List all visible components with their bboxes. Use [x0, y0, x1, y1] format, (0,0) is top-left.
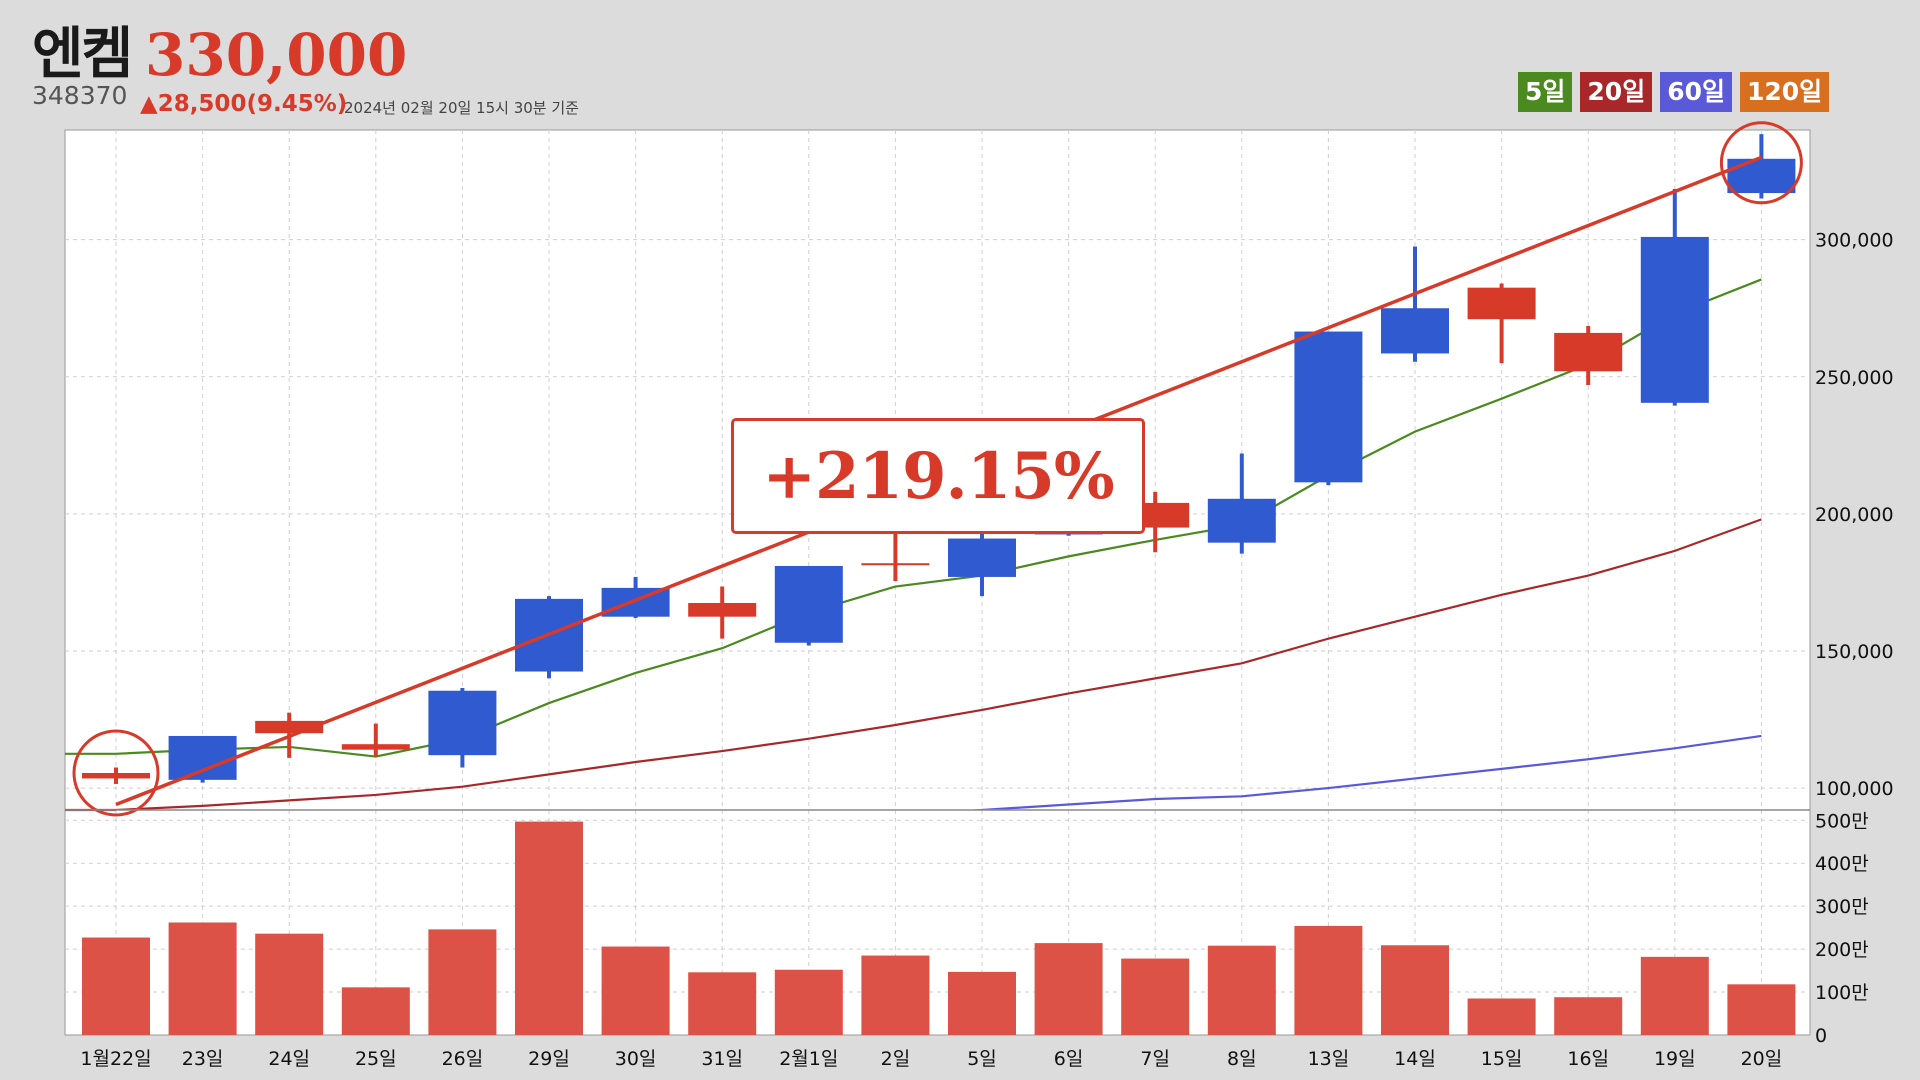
candle-body: [341, 744, 410, 750]
timestamp: 2024년 02월 20일 15시 30분 기준: [344, 99, 579, 117]
candle-body: [1381, 308, 1449, 354]
volume-bar: [688, 972, 757, 1035]
volume-bar: [1121, 958, 1190, 1035]
stock-name: 엔켐: [32, 22, 133, 87]
x-tick-label: 13일: [1308, 1048, 1350, 1070]
volume-bar: [1207, 945, 1276, 1035]
chart-header: 엔켐 330,000 348370 ▲28,500(9.45%) 2024년 0…: [0, 0, 1920, 130]
x-tick-label: 8일: [1227, 1048, 1257, 1070]
moving-average-legend: 5일 20일 60일 120일: [1518, 72, 1830, 112]
volume-bar: [1294, 925, 1363, 1035]
volume-bar: [255, 933, 324, 1035]
legend-ma60[interactable]: 60일: [1660, 72, 1732, 112]
price-tick-label: 200,000: [1815, 504, 1894, 526]
price-change: ▲28,500(9.45%): [140, 91, 348, 117]
plot-area: [64, 129, 1811, 1036]
start-highlight-circle: [72, 729, 160, 817]
volume-bar: [601, 946, 670, 1035]
end-highlight-circle: [1719, 121, 1803, 205]
candle-body: [1467, 287, 1536, 320]
price-tick-label: 250,000: [1815, 367, 1894, 389]
ma60-line: [964, 734, 1762, 810]
x-tick-label: 24일: [268, 1048, 310, 1070]
candle-body: [82, 772, 150, 779]
volume-bar: [1727, 984, 1796, 1035]
volume-bar: [168, 922, 237, 1035]
volume-bar: [515, 821, 583, 1035]
volume-tick-label: 300만: [1815, 896, 1869, 918]
legend-ma20[interactable]: 20일: [1580, 72, 1653, 112]
candle-body: [1727, 158, 1796, 194]
x-tick-label: 14일: [1394, 1048, 1436, 1070]
x-tick-label: 5일: [967, 1048, 997, 1070]
candle-body: [1554, 332, 1623, 372]
volume-bar: [428, 929, 497, 1035]
gain-annotation-text: +219.15%: [762, 438, 1114, 514]
legend-ma120[interactable]: 120일: [1740, 72, 1830, 112]
x-tick-label: 29일: [528, 1048, 570, 1070]
x-tick-label: 1월22일: [80, 1048, 151, 1070]
x-tick-label: 25일: [355, 1048, 397, 1070]
volume-bar: [1467, 998, 1536, 1035]
candle-body: [948, 538, 1016, 577]
ma5-line: [115, 278, 1762, 758]
x-tick-label: 23일: [182, 1048, 224, 1070]
x-tick-label: 20일: [1741, 1048, 1783, 1070]
volume-tick-label: 500만: [1815, 810, 1869, 832]
volume-bar: [861, 955, 930, 1035]
candle-body: [861, 563, 930, 566]
x-tick-label: 16일: [1567, 1048, 1609, 1070]
volume-bar: [774, 969, 843, 1035]
candle-body: [1207, 498, 1276, 543]
legend-ma5[interactable]: 5일: [1518, 72, 1573, 112]
stock-code: 348370: [32, 81, 128, 110]
volume-bar: [1640, 956, 1709, 1035]
x-tick-label: 2일: [881, 1048, 911, 1070]
price-tick-label: 300,000: [1815, 230, 1894, 252]
candle-body: [1294, 331, 1363, 483]
candle-body: [1640, 236, 1709, 403]
x-tick-label: 31일: [701, 1048, 743, 1070]
volume-tick-label: 100만: [1815, 982, 1869, 1004]
volume-bar: [341, 987, 410, 1035]
x-tick-label: 19일: [1654, 1048, 1696, 1070]
x-tick-label: 7일: [1140, 1048, 1170, 1070]
x-tick-label: 6일: [1054, 1048, 1084, 1070]
volume-tick-label: 400만: [1815, 853, 1869, 875]
price-tick-label: 100,000: [1815, 778, 1894, 800]
stock-price: 330,000: [145, 21, 408, 89]
candle-body: [168, 735, 237, 780]
volume-bar: [948, 971, 1016, 1035]
price-tick-label: 150,000: [1815, 641, 1894, 663]
ma20-line: [115, 518, 1762, 810]
volume-bar: [82, 937, 150, 1035]
candle-body: [428, 690, 497, 756]
x-tick-label: 30일: [615, 1048, 657, 1070]
gain-annotation: +219.15%: [731, 418, 1145, 534]
volume-bar: [1381, 945, 1449, 1035]
volume-bar: [1554, 997, 1623, 1035]
x-tick-label: 2월1일: [779, 1048, 838, 1070]
volume-bar: [1034, 943, 1103, 1035]
x-tick-label: 26일: [442, 1048, 484, 1070]
volume-tick-label: 0: [1815, 1025, 1827, 1047]
candle-body: [688, 602, 757, 617]
volume-tick-label: 200만: [1815, 939, 1869, 961]
x-tick-label: 15일: [1481, 1048, 1523, 1070]
candle-body: [774, 565, 843, 643]
